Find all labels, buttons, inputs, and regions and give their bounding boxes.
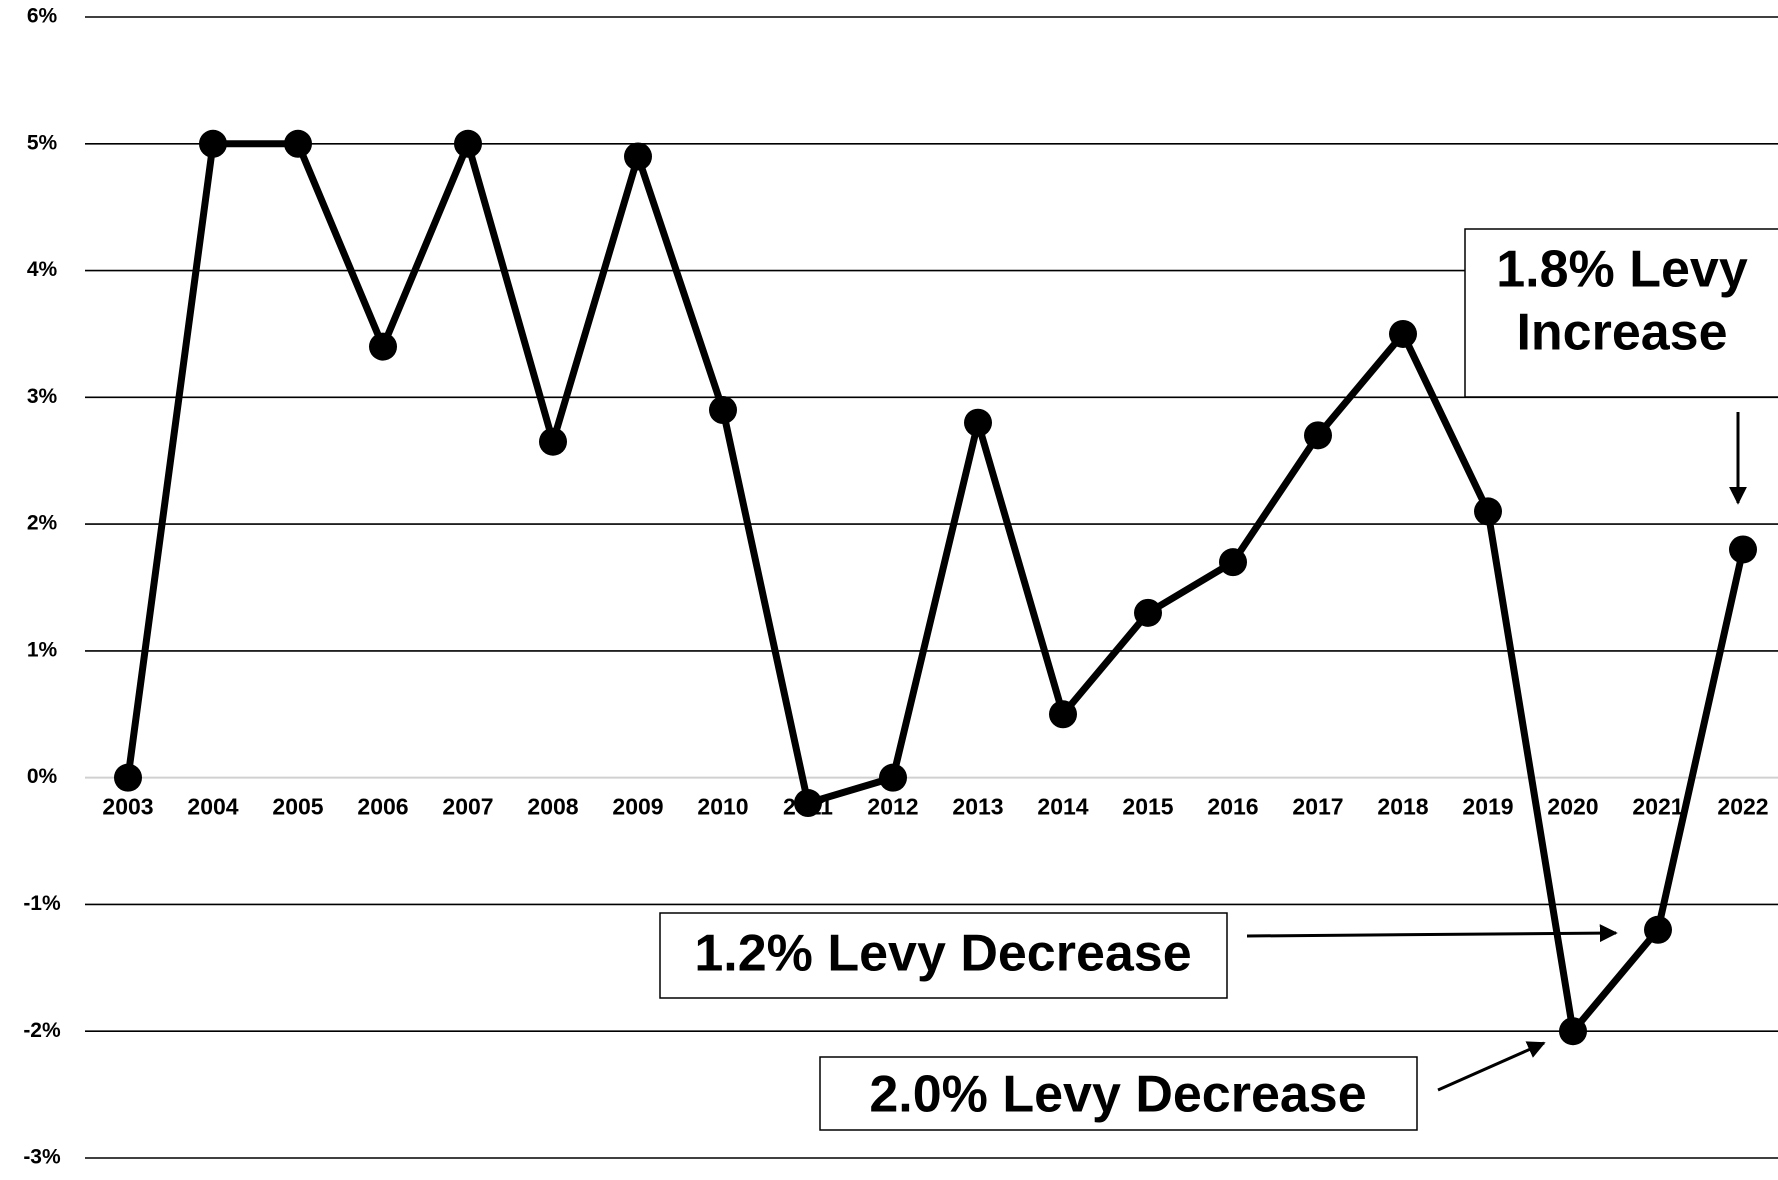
data-point (1134, 598, 1162, 627)
annotation-text: Increase (1516, 304, 1727, 362)
y-tick-label: 4% (27, 258, 58, 281)
data-point (709, 396, 737, 425)
data-point (114, 763, 142, 792)
x-tick-label: 2004 (187, 794, 238, 820)
grid: -3% -2% -1% 0% 1% 2% 3% 4% 5% 6% 2003 2004 2005 2006 2… (23, 5, 1778, 1169)
x-tick-label: 2006 (357, 794, 408, 820)
x-tick-label: 2018 (1377, 794, 1428, 820)
data-point (1559, 1017, 1587, 1046)
y-tick-label: 5% (27, 131, 58, 154)
x-tick-label: 2015 (1122, 794, 1173, 820)
y-tick-label: 1% (27, 638, 58, 661)
x-tick-label: 2014 (1037, 794, 1088, 820)
data-point (1389, 319, 1417, 348)
data-point (1474, 497, 1502, 526)
x-tick-label: 2003 (102, 794, 153, 820)
annotation-text: 1.2% Levy Decrease (694, 925, 1191, 983)
x-tick-label: 2019 (1462, 794, 1513, 820)
x-tick-label: 2020 (1547, 794, 1598, 820)
x-tick-label: 2009 (612, 794, 663, 820)
data-point (454, 129, 482, 158)
x-tick-label: 2007 (442, 794, 493, 820)
x-tick-label: 2021 (1632, 794, 1683, 820)
data-point (879, 763, 907, 792)
x-tick-label: 2012 (867, 794, 918, 820)
annotation-arrow (1437, 1041, 1546, 1092)
x-tick-label: 2005 (272, 794, 323, 820)
data-point (1729, 535, 1757, 564)
data-point (964, 408, 992, 437)
data-point (1304, 421, 1332, 450)
data-point (284, 129, 312, 158)
x-tick-label: 2022 (1717, 794, 1768, 820)
data-point (624, 142, 652, 171)
x-tick-label: 2016 (1207, 794, 1258, 820)
annotation-arrow (1246, 924, 1618, 943)
annotation-text: 1.8% Levy (1496, 241, 1748, 299)
data-point (199, 129, 227, 158)
y-tick-label: 3% (27, 385, 58, 408)
data-line (124, 140, 1747, 1035)
data-point (369, 332, 397, 361)
x-tick-label: 2017 (1292, 794, 1343, 820)
x-tick-label: 2010 (697, 794, 748, 820)
annotation-box (659, 912, 1228, 999)
y-tick-label: 2% (27, 512, 58, 535)
y-tick-label: -2% (23, 1019, 61, 1042)
x-tick-label: 2013 (952, 794, 1003, 820)
data-point (1219, 548, 1247, 577)
y-tick-label: -3% (23, 1146, 61, 1169)
plot (114, 129, 1757, 1046)
data-point (539, 427, 567, 456)
data-point (1644, 915, 1672, 944)
annotation-box (1464, 228, 1778, 398)
y-tick-label: -1% (23, 892, 61, 915)
annotation-text: 2.0% Levy Decrease (869, 1066, 1366, 1124)
y-tick-label: 6% (27, 5, 58, 28)
data-point (1049, 700, 1077, 729)
annotation-box (819, 1056, 1418, 1131)
x-tick-label: 2008 (527, 794, 578, 820)
y-tick-label: 0% (27, 765, 58, 788)
data-point (794, 789, 822, 818)
